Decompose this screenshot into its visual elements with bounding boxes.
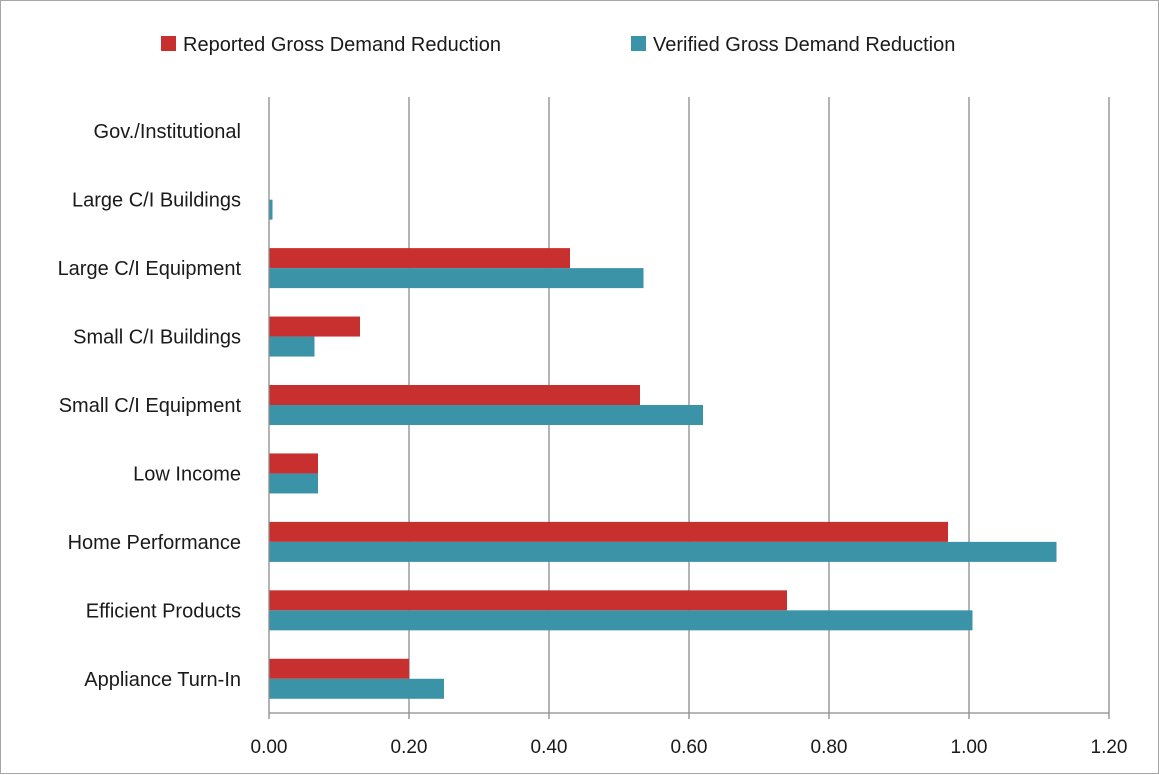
bar-reported-3 [269,453,318,474]
labels: 0.00 0.20 0.40 0.60 0.80 1.00 1.20 Appliance Tu… [58,121,1128,758]
legend: Reported Gross Demand Reduction Verified … [161,34,955,56]
category-label: Home Performance [68,532,241,554]
x-tick-label: 0.40 [531,737,568,758]
x-tick-label: 1.20 [1091,737,1128,758]
x-tick-label: 0.60 [671,737,708,758]
bars [269,199,1057,699]
bar-verified-4 [269,405,703,425]
category-label: Small C/I Buildings [73,327,241,349]
category-label: Small C/I Equipment [59,395,242,417]
bar-reported-5 [269,316,360,337]
x-tick-label: 0.20 [391,737,428,758]
bar-reported-6 [269,248,570,269]
bar-reported-0 [269,658,409,679]
category-label: Efficient Products [86,600,241,622]
bar-verified-0 [269,678,444,699]
bar-reported-2 [269,521,948,542]
bar-verified-2 [269,541,1057,562]
category-label: Large C/I Equipment [58,258,242,280]
bar-verified-6 [269,268,644,289]
category-label: Appliance Turn-In [84,669,241,691]
legend-swatch-reported [161,36,176,51]
axes [268,97,1110,719]
legend-label-reported: Reported Gross Demand Reduction [183,34,501,56]
category-label: Low Income [133,463,241,485]
x-tick-label: 1.00 [951,737,988,758]
bar-reported-1 [269,590,787,611]
bar-verified-1 [269,610,973,631]
legend-swatch-verified [631,36,646,51]
bar-verified-5 [269,336,315,357]
bar-reported-4 [269,385,640,405]
x-tick-label: 0.80 [811,737,848,758]
category-label: Gov./Institutional [94,121,241,143]
legend-label-verified: Verified Gross Demand Reduction [653,34,955,56]
bar-verified-3 [269,473,318,494]
x-tick-label: 0.00 [251,737,288,758]
bar-verified-7 [269,199,273,220]
category-label: Large C/I Buildings [72,190,241,212]
